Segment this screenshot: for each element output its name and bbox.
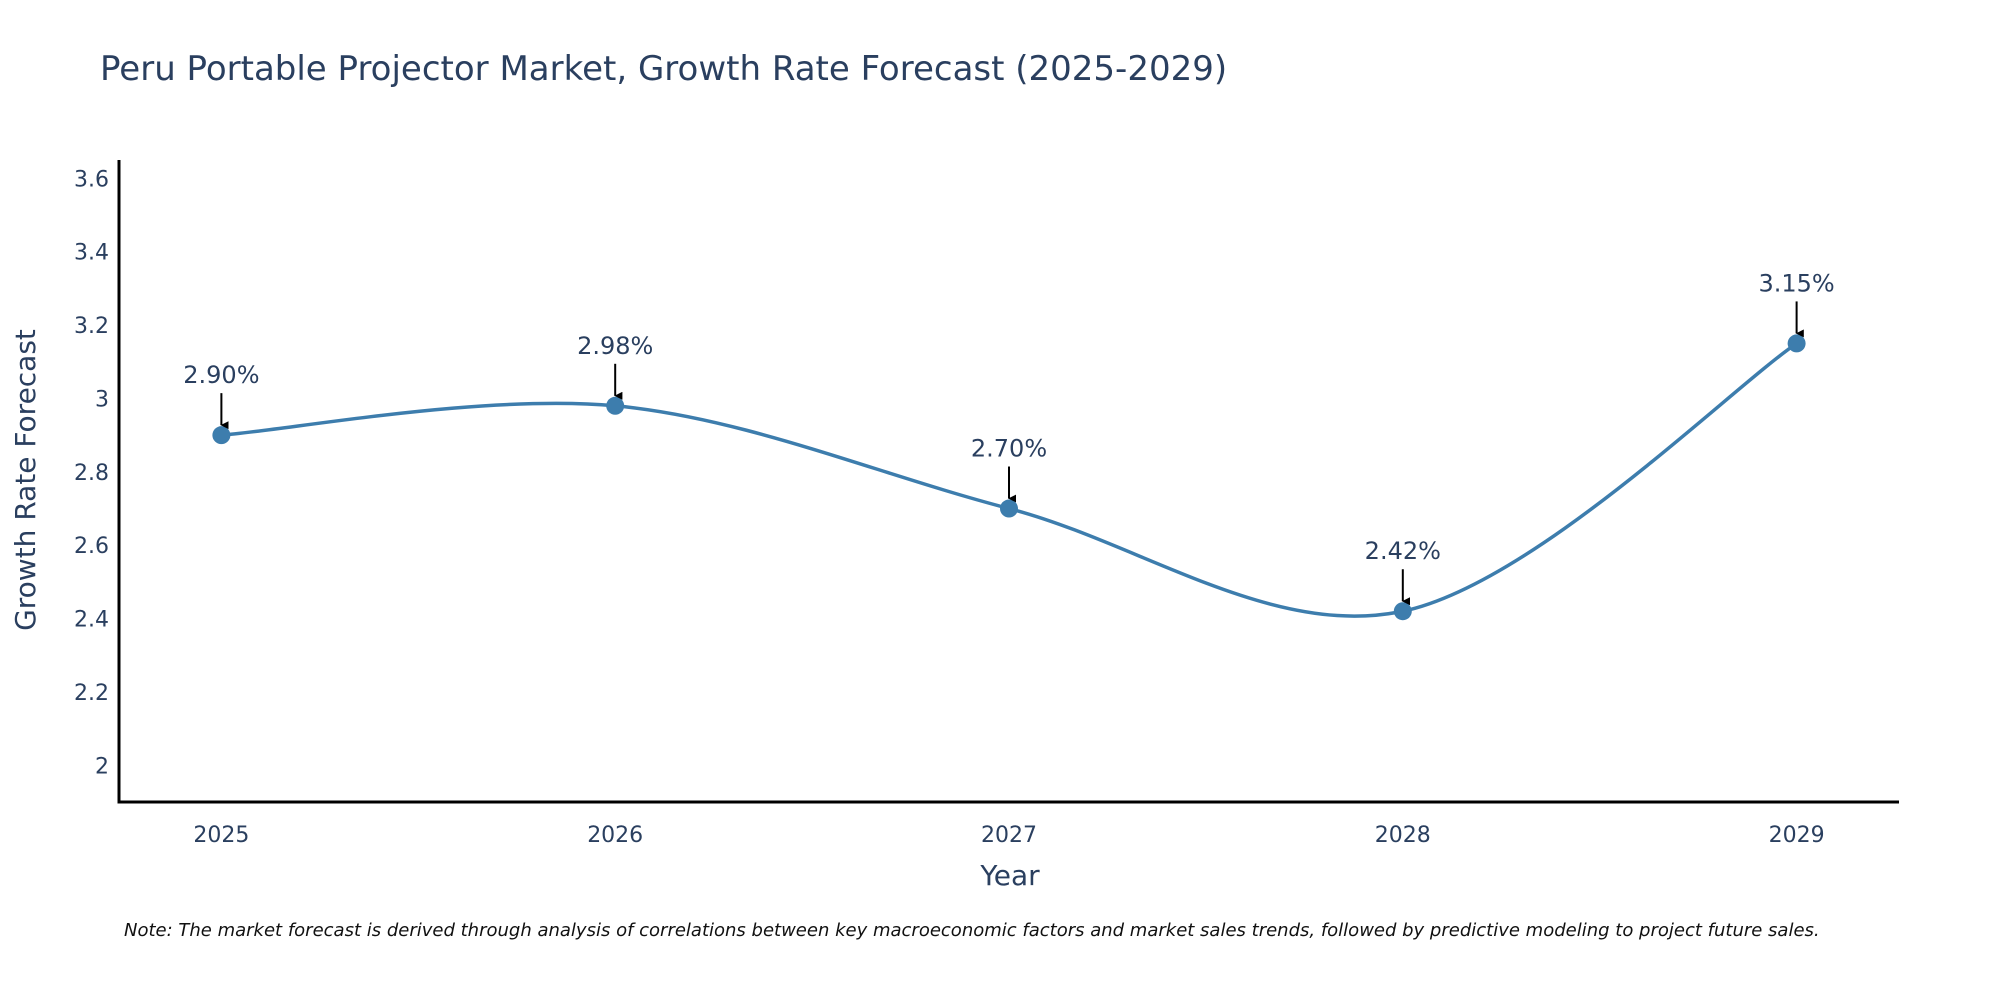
y-tick-label: 2: [95, 754, 109, 779]
series-layer: [212, 334, 1806, 621]
chart-title: Peru Portable Projector Market, Growth R…: [100, 49, 1227, 89]
data-point: [1393, 602, 1412, 621]
x-tick-label: 2028: [1375, 823, 1431, 848]
data-labels: 2.90% 2.98% 2.70% 2.42% 3.15%: [183, 269, 1835, 606]
y-tick-label: 3.6: [74, 167, 109, 192]
y-tick-label: 2.2: [74, 681, 109, 706]
x-tick-label: 2027: [981, 823, 1037, 848]
data-label: 2.90%: [183, 361, 259, 389]
x-tick-label: 2026: [587, 823, 643, 848]
footnote: Note: The market forecast is derived thr…: [124, 920, 1820, 941]
data-label: 2.42%: [1365, 537, 1441, 565]
data-point: [606, 396, 625, 415]
data-label: 2.70%: [971, 435, 1047, 463]
y-tick-label: 2.8: [74, 461, 109, 486]
x-tick-label: 2025: [193, 823, 249, 848]
series-line: [221, 341, 1798, 618]
y-tick-label: 2.6: [74, 534, 109, 559]
y-tick-label: 2.4: [74, 608, 109, 633]
x-tick-label: 2029: [1769, 823, 1825, 848]
y-axis-title: Growth Rate Forecast: [9, 329, 42, 631]
data-point: [1000, 499, 1018, 518]
y-tick-label: 3: [95, 387, 109, 412]
y-tick-label: 3.4: [74, 241, 109, 266]
data-label: 2.98%: [577, 332, 653, 360]
data-point: [212, 426, 231, 445]
data-label: 3.15%: [1758, 269, 1834, 297]
data-point: [1787, 334, 1806, 353]
x-axis-title: Year: [979, 859, 1040, 892]
tick-labels: 2 2.2 2.4 2.6 2.8 3 3.2 3.4 3.6 2025 2026 2027 2028 2…: [74, 167, 1825, 848]
y-tick-label: 3.2: [74, 314, 109, 339]
axes: [117, 160, 1899, 804]
